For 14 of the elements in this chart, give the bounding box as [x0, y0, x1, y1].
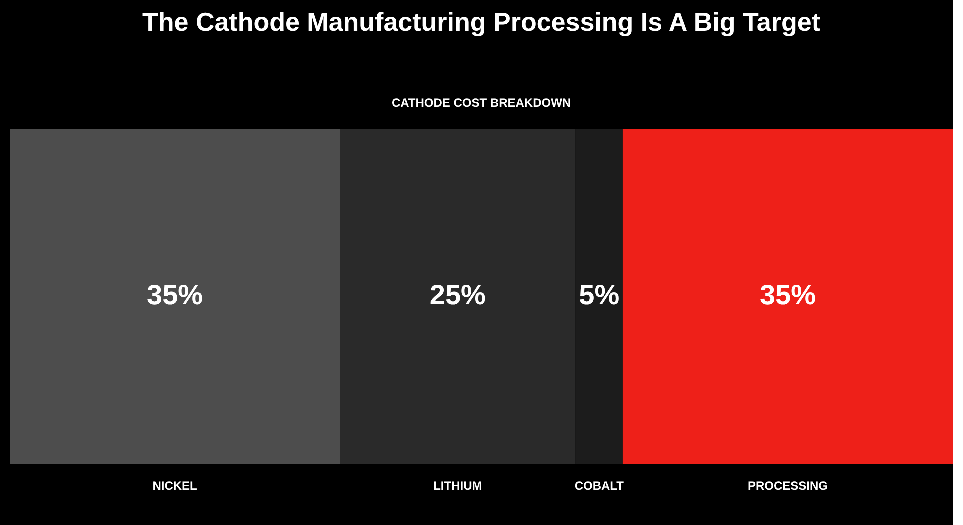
- data-label: 25%: [430, 280, 486, 310]
- data-label: 35%: [147, 280, 204, 310]
- bar: [340, 129, 576, 464]
- chart-title: The Cathode Manufacturing Processing Is A Big Target: [142, 7, 821, 37]
- series-label: COBALT: [574, 479, 625, 493]
- data-label: 5%: [579, 280, 620, 310]
- series-label: PROCESSING: [748, 479, 828, 493]
- bar: [622, 129, 953, 464]
- data-label: 35%: [760, 280, 816, 310]
- bar: [576, 129, 623, 464]
- series-label: NICKEL: [152, 479, 198, 493]
- bar: [10, 129, 340, 464]
- chart-subtitle: CATHODE COST BREAKDOWN: [392, 96, 572, 110]
- series-label: LITHIUM: [434, 479, 482, 493]
